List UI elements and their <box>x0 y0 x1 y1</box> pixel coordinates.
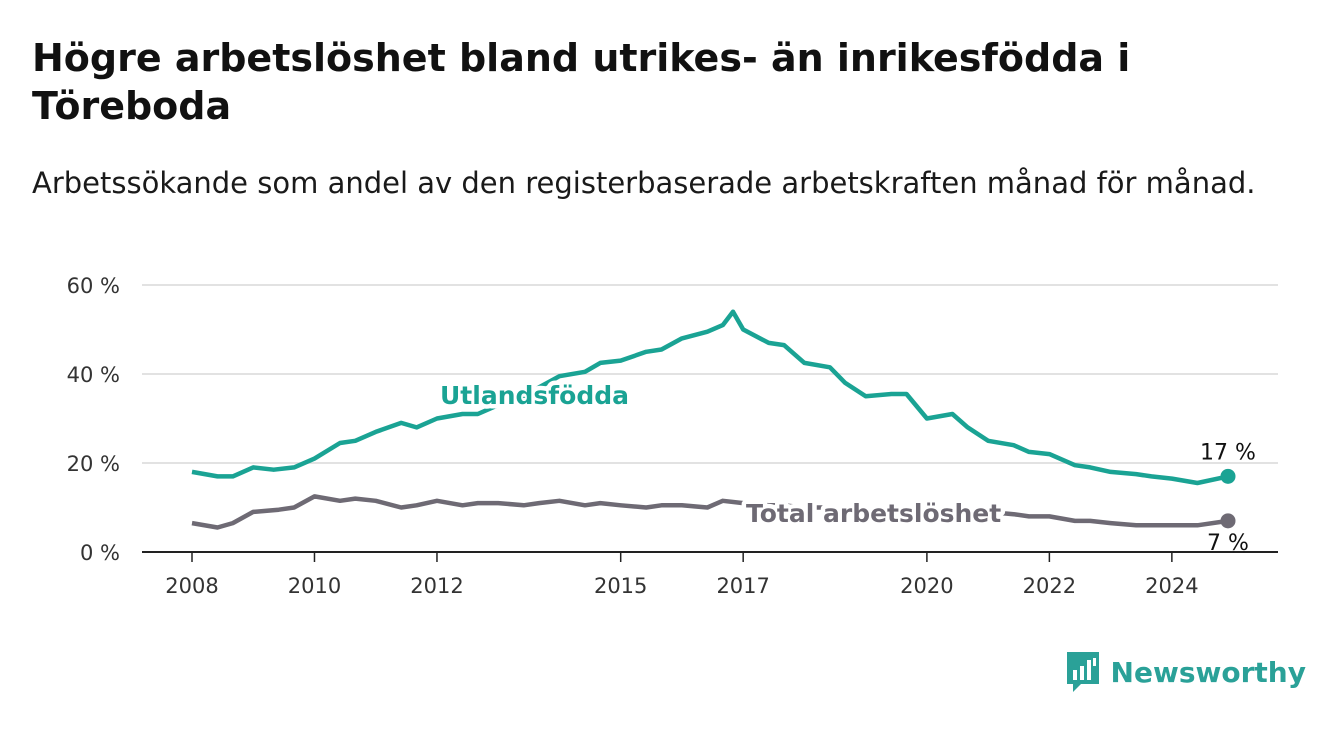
x-tick-label: 2010 <box>288 574 341 598</box>
y-tick-label: 40 % <box>67 363 120 387</box>
series-label-utlandsfodda-halo: Utlandsfödda <box>440 381 629 410</box>
end-label-total: 7 % <box>1207 531 1249 556</box>
chart-subtitle: Arbetssökande som andel av den registerb… <box>32 166 1256 200</box>
end-dot-total <box>1220 513 1236 529</box>
chart-title: Högre arbetslöshet bland utrikes- än inr… <box>32 36 1131 128</box>
series-label-total-halo: Total arbetslöshet <box>746 499 1001 528</box>
x-tick-label: 2022 <box>1023 574 1076 598</box>
x-tick-label: 2017 <box>716 574 769 598</box>
line-chart: 0 % 20 % 40 % 60 % 2008 2010 2012 2015 2017 2020 2… <box>67 274 1278 598</box>
brand-logo: Newsworthy <box>1065 650 1306 694</box>
series-label-utlandsfodda: Utlandsfödda <box>440 381 629 410</box>
y-tick-label: 0 % <box>80 541 120 565</box>
series-line-utlandsfodda <box>191 309 1229 486</box>
newsworthy-logo-icon <box>1066 652 1099 692</box>
end-dot-utlandsfodda <box>1220 468 1236 484</box>
x-tick-label: 2012 <box>410 574 463 598</box>
series-line-total <box>191 494 1229 530</box>
y-tick-label: 20 % <box>67 452 120 476</box>
series-label-total: Total arbetslöshet <box>746 499 1001 528</box>
brand-name: Newsworthy <box>1110 655 1306 689</box>
x-tick-label: 2008 <box>165 574 218 598</box>
x-tick-label: 2020 <box>900 574 953 598</box>
end-label-utlandsfodda: 17 % <box>1200 440 1256 465</box>
x-tick-label: 2024 <box>1145 574 1198 598</box>
y-tick-label: 60 % <box>67 274 120 298</box>
x-tick-label: 2015 <box>594 574 647 598</box>
